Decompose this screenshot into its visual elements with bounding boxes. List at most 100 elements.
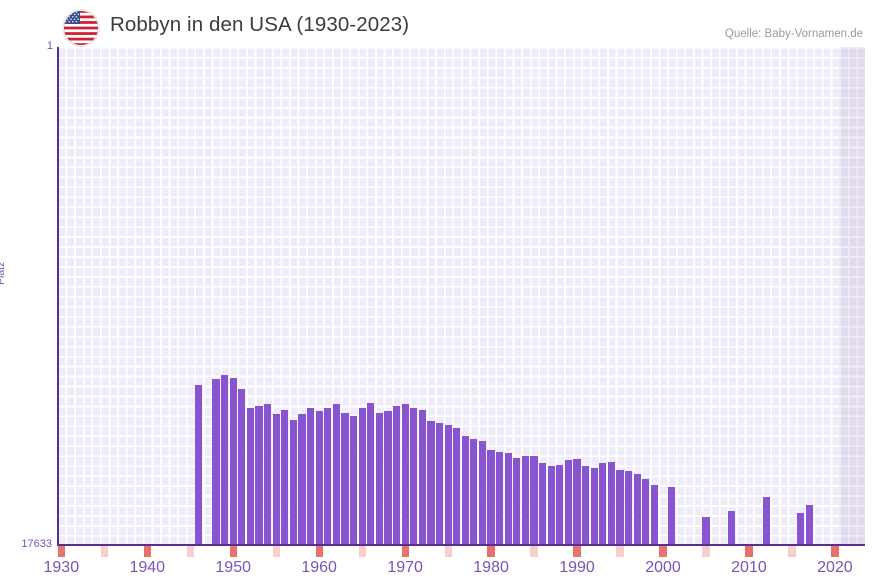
bar-2005[interactable] — [702, 517, 710, 545]
y-axis-title: Platz — [0, 261, 7, 285]
bar-1970[interactable] — [401, 404, 409, 545]
bar-1993[interactable] — [599, 463, 607, 545]
tick-major-1940 — [143, 546, 151, 557]
bar-1967[interactable] — [375, 413, 383, 545]
bar-1961[interactable] — [324, 408, 332, 545]
tick-minor-1995 — [616, 546, 624, 557]
bar-2017[interactable] — [805, 505, 813, 545]
bar-1996[interactable] — [625, 471, 633, 545]
x-tick-label-1960: 1960 — [301, 559, 337, 576]
bar-1952[interactable] — [246, 408, 254, 545]
bar-1946[interactable] — [195, 385, 203, 545]
bar-1995[interactable] — [616, 470, 624, 545]
tick-minor-1975 — [444, 546, 452, 557]
bar-1981[interactable] — [496, 452, 504, 545]
bar-1950[interactable] — [229, 378, 237, 545]
bar-1959[interactable] — [306, 408, 315, 545]
bar-1954[interactable] — [263, 404, 272, 545]
bar-1948[interactable] — [212, 379, 220, 545]
bar-1951[interactable] — [238, 389, 246, 545]
bar-1964[interactable] — [349, 416, 358, 545]
tick-major-1990 — [573, 546, 581, 557]
bar-1987[interactable] — [547, 466, 555, 545]
tick-major-1930 — [57, 546, 65, 557]
x-tick-label-1980: 1980 — [473, 559, 509, 576]
tick-minor-1945 — [186, 546, 194, 557]
y-axis-bottom-label: 17633 — [21, 538, 52, 550]
bar-1979[interactable] — [478, 441, 487, 545]
tick-major-2010 — [745, 546, 753, 557]
x-tick-label-2000: 2000 — [645, 559, 681, 576]
bar-1978[interactable] — [470, 439, 478, 545]
bar-1992[interactable] — [590, 468, 598, 545]
bar-2016[interactable] — [796, 513, 805, 545]
x-tick-label-2020: 2020 — [817, 559, 853, 576]
forecast-shaded-region — [839, 47, 865, 545]
x-tick-label-1950: 1950 — [215, 559, 251, 576]
bar-1990[interactable] — [573, 459, 581, 545]
tick-minor-2005 — [702, 546, 710, 557]
x-axis-tick-strip — [57, 546, 865, 557]
bar-1982[interactable] — [504, 453, 512, 545]
source-note: Quelle: Baby-Vornamen.de — [724, 28, 863, 40]
bar-1976[interactable] — [453, 428, 461, 545]
bar-1997[interactable] — [633, 474, 641, 545]
y-axis-top-label: 1 — [46, 40, 53, 52]
bar-1999[interactable] — [650, 485, 658, 545]
bar-1994[interactable] — [607, 462, 615, 545]
bar-1989[interactable] — [564, 460, 573, 545]
x-tick-label-1930: 1930 — [43, 559, 80, 576]
bar-2012[interactable] — [762, 497, 770, 545]
x-tick-label-2010: 2010 — [731, 559, 767, 576]
bar-1988[interactable] — [556, 465, 564, 545]
bar-series — [57, 47, 865, 545]
bar-1991[interactable] — [582, 466, 590, 545]
bar-1955[interactable] — [272, 414, 280, 545]
tick-minor-1955 — [272, 546, 280, 557]
tick-minor-2015 — [788, 546, 796, 557]
bar-1980[interactable] — [487, 450, 495, 545]
bar-2001[interactable] — [667, 487, 676, 545]
bar-1960[interactable] — [315, 411, 323, 545]
bar-1966[interactable] — [367, 403, 375, 545]
tick-minor-1935 — [100, 546, 108, 557]
vertical-gridlines — [57, 47, 865, 545]
tick-major-2020 — [831, 546, 839, 557]
bar-1973[interactable] — [427, 421, 435, 545]
bar-1986[interactable] — [539, 463, 547, 545]
bar-1972[interactable] — [418, 410, 426, 545]
page-title: Robbyn in den USA (1930-2023) — [110, 13, 410, 36]
x-tick-label-1970: 1970 — [387, 559, 423, 576]
bar-1949[interactable] — [221, 375, 229, 545]
y-axis-line — [57, 47, 59, 546]
us-flag-circle-icon — [63, 10, 99, 46]
tick-major-2000 — [659, 546, 667, 557]
bar-1974[interactable] — [435, 423, 444, 545]
bar-1971[interactable] — [410, 408, 418, 545]
bar-1983[interactable] — [513, 458, 521, 545]
bar-2008[interactable] — [728, 511, 736, 545]
bar-1953[interactable] — [255, 406, 263, 545]
bar-1985[interactable] — [530, 456, 538, 545]
bar-1968[interactable] — [384, 411, 392, 545]
x-axis-line — [57, 544, 865, 546]
bar-1969[interactable] — [392, 406, 401, 545]
bar-1963[interactable] — [341, 413, 349, 545]
bar-1957[interactable] — [289, 420, 297, 545]
tick-minor-1965 — [358, 546, 366, 557]
bar-1962[interactable] — [332, 404, 340, 545]
tick-major-1960 — [315, 546, 323, 557]
tick-minor-1985 — [530, 546, 538, 557]
bar-1956[interactable] — [281, 410, 289, 545]
bar-1958[interactable] — [298, 414, 306, 545]
bar-1998[interactable] — [642, 479, 650, 545]
bar-1984[interactable] — [521, 456, 530, 545]
bar-1977[interactable] — [461, 436, 469, 545]
bar-1965[interactable] — [358, 408, 366, 545]
tick-major-1970 — [401, 546, 409, 557]
plot-area — [57, 47, 865, 545]
tick-major-1950 — [229, 546, 237, 557]
x-tick-label-1940: 1940 — [129, 559, 166, 576]
bar-1975[interactable] — [444, 425, 452, 545]
